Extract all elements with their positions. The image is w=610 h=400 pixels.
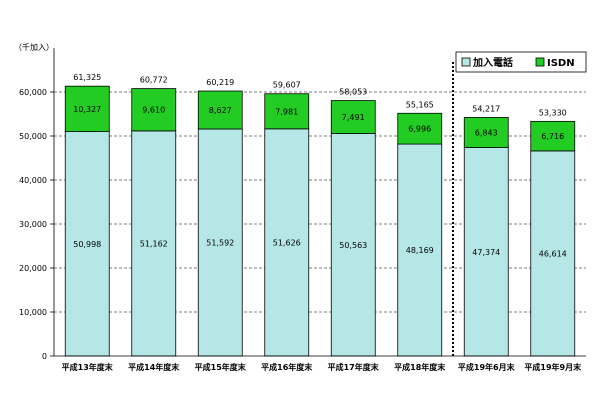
- y-tick-label: 0: [42, 352, 47, 361]
- segment-value-label: 51,626: [273, 238, 301, 247]
- x-category-label: 平成17年度末: [328, 362, 379, 372]
- legend-label: ISDN: [547, 58, 575, 69]
- total-value-label: 60,219: [206, 78, 234, 87]
- segment-value-label: 47,374: [472, 248, 500, 257]
- total-value-label: 59,607: [273, 81, 301, 90]
- segment-value-label: 48,169: [406, 246, 434, 255]
- segment-value-label: 10,327: [73, 105, 101, 114]
- legend: 加入電話 ISDN: [455, 51, 587, 73]
- x-category-label: 平成19年6月末: [458, 362, 515, 372]
- gridlines: [54, 91, 586, 313]
- segment-value-label: 7,491: [342, 113, 365, 122]
- y-tick-label: 30,000: [19, 220, 47, 229]
- y-tick-label: 10,000: [19, 308, 47, 317]
- segment-value-label: 51,592: [206, 238, 234, 247]
- x-category-label: 平成13年度末: [62, 362, 113, 372]
- x-category-label: 平成16年度末: [261, 362, 312, 372]
- x-category-label: 平成15年度末: [195, 362, 246, 372]
- segment-value-label: 9,610: [142, 106, 165, 115]
- bar-segment-kanyu-denwa: [64, 131, 110, 357]
- segment-value-label: 50,563: [339, 241, 367, 250]
- x-category-label: 平成19年9月末: [524, 362, 581, 372]
- segment-value-label: 8,627: [209, 106, 232, 115]
- total-value-label: 53,330: [539, 108, 567, 117]
- total-value-label: 54,217: [472, 104, 500, 113]
- bar-segment-kanyu-denwa: [264, 128, 310, 357]
- segment-value-label: 7,981: [275, 107, 298, 116]
- bar-segment-isdn: [330, 100, 376, 134]
- segment-value-label: 46,614: [539, 249, 567, 258]
- bar-segment-kanyu-denwa: [330, 133, 376, 357]
- x-category-label: 平成18年度末: [394, 362, 445, 372]
- bar-segment-isdn: [64, 85, 110, 133]
- total-value-label: 60,772: [140, 76, 168, 85]
- segment-value-label: 6,843: [475, 128, 498, 137]
- bar-segment-kanyu-denwa: [131, 130, 177, 357]
- bar-segment-kanyu-denwa: [197, 128, 243, 357]
- segment-value-label: 6,716: [541, 132, 564, 141]
- x-category-label: 平成14年度末: [128, 362, 179, 372]
- bar-segment-isdn: [530, 120, 576, 152]
- total-value-label: 55,165: [406, 100, 434, 109]
- bar-segment-kanyu-denwa: [397, 143, 443, 357]
- bar-segment-isdn: [397, 112, 443, 145]
- legend-swatch: [461, 57, 471, 67]
- bar-segment-kanyu-denwa: [463, 147, 509, 357]
- legend-swatch: [535, 57, 545, 67]
- bar-segment-isdn: [463, 117, 509, 148]
- segment-value-label: 50,998: [73, 240, 101, 249]
- bar-segment-isdn: [197, 90, 243, 130]
- y-axis-unit-label: （千加入）: [14, 42, 54, 52]
- bars: 50,998 10,327 61,325 51,162 9,610 60,772 51,59…: [64, 73, 576, 357]
- y-tick-label: 20,000: [19, 264, 47, 273]
- y-tick-label: 40,000: [19, 176, 47, 185]
- total-value-label: 58,053: [339, 88, 367, 97]
- total-value-label: 61,325: [73, 73, 101, 82]
- axes: 0 10,000 20,000 30,000 40,000 50,000 60,000 平成1…: [19, 48, 586, 372]
- bar-segment-isdn: [264, 93, 310, 130]
- bar-segment-kanyu-denwa: [530, 150, 576, 357]
- legend-label: 加入電話: [472, 56, 513, 69]
- y-tick-label: 50,000: [19, 132, 47, 141]
- segment-value-label: 6,996: [408, 125, 431, 134]
- legend-box: [455, 51, 587, 73]
- bar-segment-isdn: [131, 88, 177, 132]
- y-tick-label: 60,000: [19, 88, 47, 97]
- segment-value-label: 51,162: [140, 239, 168, 248]
